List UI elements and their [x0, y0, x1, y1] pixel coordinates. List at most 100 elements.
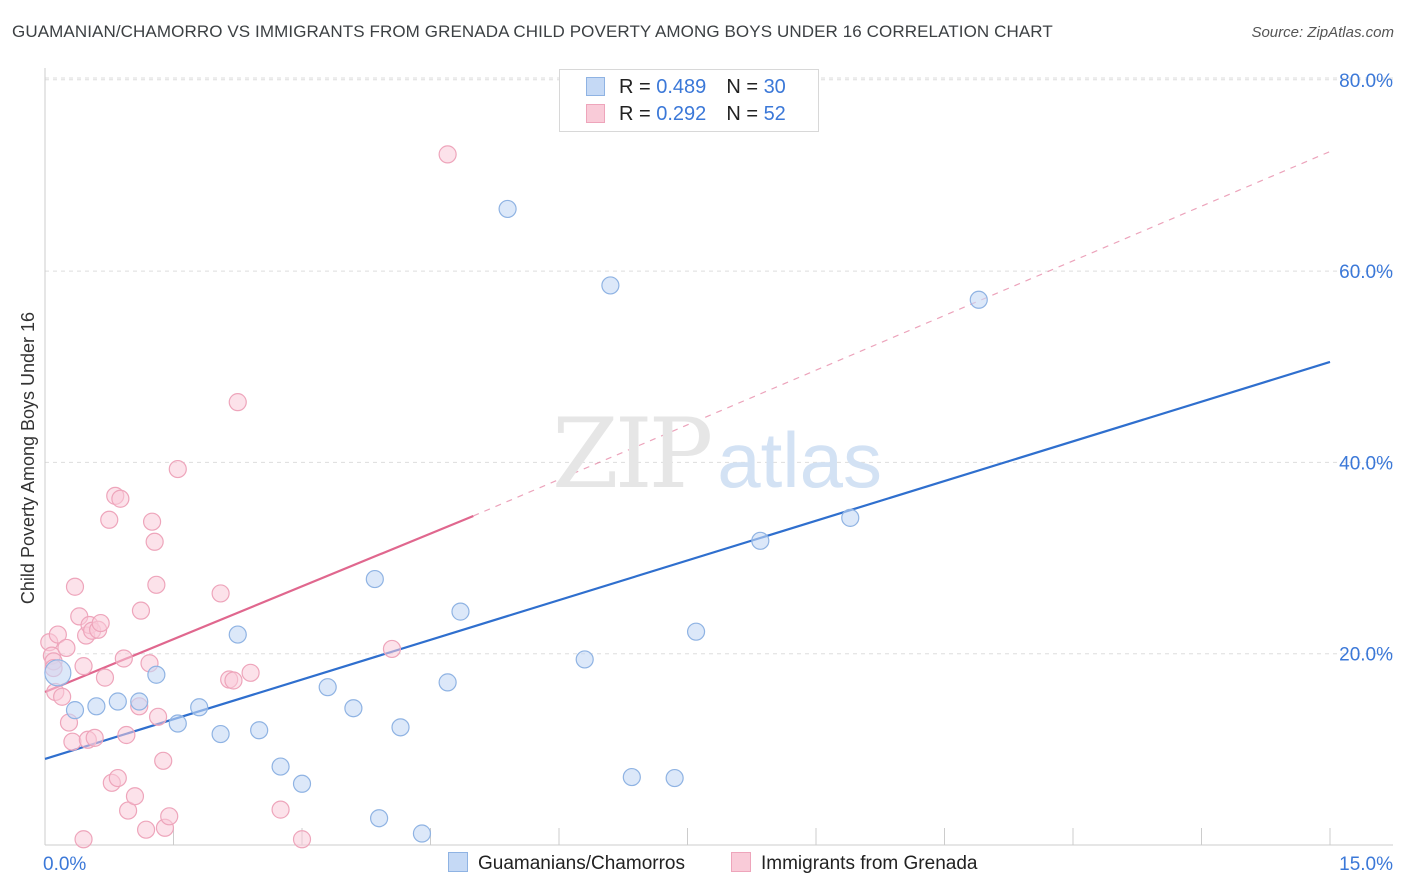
data-points [40, 145, 988, 849]
point-guamanian [65, 701, 85, 720]
point-guamanian [190, 698, 209, 717]
point-grenada [136, 820, 156, 839]
point-grenada [228, 393, 247, 412]
tick-labels: 20.0% 40.0% 60.0% 80.0% 0.0% 15.0% [43, 71, 1393, 875]
y-axis-label: Child Poverty Among Boys Under 16 [18, 312, 38, 604]
legend-r-value: 0.489 [656, 76, 707, 98]
y-tick-label: 80.0% [1339, 71, 1393, 92]
point-grenada [154, 751, 173, 770]
point-grenada [117, 725, 136, 745]
bottom-legend-swatch-blue [448, 852, 468, 872]
point-guamanian [250, 721, 269, 740]
legend-swatch-pink [586, 104, 605, 123]
point-guamanian [147, 665, 166, 684]
point-guamanian [841, 508, 860, 527]
point-guamanian [751, 531, 770, 550]
watermark-zip: ZIP [552, 398, 713, 510]
legend-row-guamanian: R = 0.489 N = 30 [586, 76, 786, 98]
y-tick-label: 40.0% [1339, 453, 1393, 474]
legend-r-label: R = [619, 76, 657, 98]
bottom-legend-grenada: Immigrants from Grenada [731, 852, 977, 875]
legend-row-grenada: R = 0.292 N = 52 [586, 103, 786, 125]
point-grenada [224, 671, 243, 690]
x-tick-label: 0.0% [43, 854, 86, 875]
point-grenada [438, 145, 457, 164]
point-grenada [131, 601, 151, 620]
legend-r-value: 0.292 [656, 103, 707, 125]
point-grenada [48, 625, 67, 644]
point-grenada [108, 768, 127, 788]
point-guamanian [292, 774, 312, 793]
point-grenada [168, 459, 187, 479]
point-grenada [63, 732, 82, 751]
point-grenada [100, 510, 119, 529]
point-guamanian [686, 622, 706, 641]
point-guamanian [665, 768, 684, 788]
point-guamanian [108, 692, 127, 711]
gridlines [45, 77, 1393, 655]
point-grenada [142, 512, 162, 531]
point-grenada [74, 657, 93, 676]
legend-r-label: R = [619, 103, 657, 125]
point-grenada [74, 830, 93, 849]
point-guamanian [601, 276, 620, 295]
point-grenada [160, 807, 179, 826]
point-guamanian [344, 699, 363, 718]
legend-n-label: N = [726, 76, 764, 98]
x-tick-label: 15.0% [1339, 854, 1393, 875]
point-guamanian [365, 569, 384, 589]
watermark: ZIP atlas [552, 398, 882, 510]
point-grenada [148, 707, 168, 726]
point-grenada [53, 687, 72, 706]
axes [44, 68, 1393, 846]
point-grenada [211, 584, 230, 603]
point-grenada [91, 613, 110, 633]
bottom-legend-guamanian: Guamanians/Chamorros [448, 852, 685, 875]
point-guamanian [391, 718, 410, 737]
point-guamanian [87, 697, 106, 716]
point-guamanian [228, 625, 247, 644]
point-grenada [271, 800, 290, 819]
point-guamanian [130, 692, 149, 711]
point-grenada [292, 830, 312, 849]
legend-n-value: 52 [763, 103, 786, 125]
point-guamanian [318, 678, 337, 697]
correlation-legend: R = 0.489 N = 30 R = 0.292 N = 52 [559, 69, 819, 132]
chart-title: GUAMANIAN/CHAMORRO VS IMMIGRANTS FROM GR… [12, 22, 1053, 41]
legend-n-value: 30 [763, 76, 786, 98]
point-guamanian [575, 650, 594, 669]
point-guamanian [969, 290, 988, 309]
point-guamanian [451, 602, 470, 621]
point-grenada [65, 577, 85, 596]
point-grenada [85, 728, 104, 747]
point-grenada [95, 668, 115, 687]
point-guamanian [438, 673, 457, 692]
point-grenada [241, 663, 260, 682]
point-grenada [111, 489, 130, 508]
watermark-atlas: atlas [717, 416, 882, 504]
point-guamanian [412, 824, 432, 843]
trend-line-grenada [44, 514, 474, 693]
point-grenada [114, 649, 133, 668]
point-grenada [147, 575, 166, 594]
y-tick-label: 60.0% [1339, 262, 1393, 283]
bottom-legend-label: Guamanians/Chamorros [478, 853, 685, 874]
y-tick-label: 20.0% [1339, 645, 1393, 666]
legend-swatch-blue [586, 77, 605, 96]
legend-n-label: N = [726, 103, 764, 125]
point-grenada [382, 639, 402, 659]
point-grenada [57, 638, 76, 658]
source-credit: Source: ZipAtlas.com [1251, 24, 1394, 41]
point-guamanian [370, 809, 389, 828]
bottom-legend-label: Immigrants from Grenada [761, 853, 978, 874]
point-grenada [125, 787, 145, 806]
point-guamanian [168, 714, 187, 733]
point-guamanian [211, 724, 230, 744]
point-guamanian [622, 767, 641, 787]
point-guamanian [498, 199, 517, 219]
point-guamanian [44, 659, 72, 687]
point-guamanian [271, 757, 290, 776]
point-grenada [145, 532, 164, 551]
bottom-legend-swatch-pink [731, 852, 751, 872]
